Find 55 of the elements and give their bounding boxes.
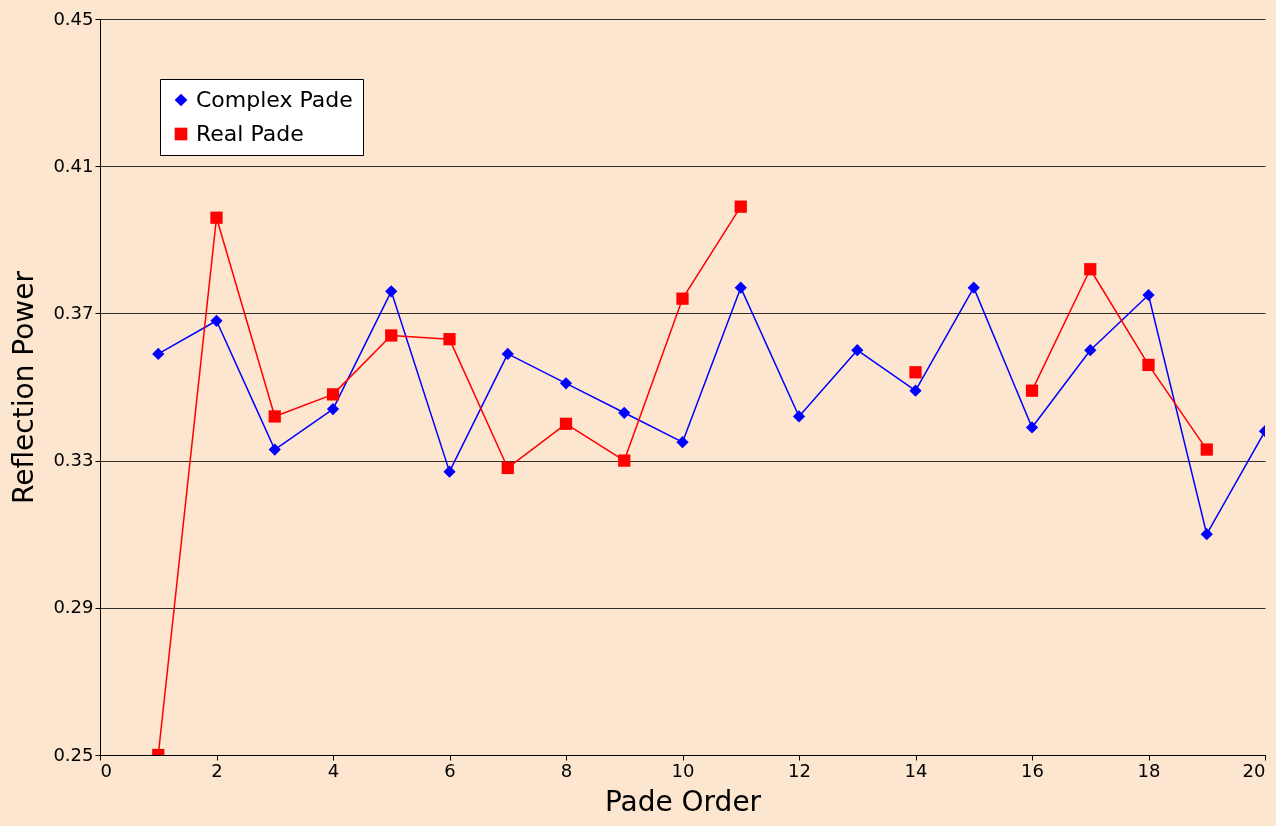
point (326, 402, 340, 416)
point (559, 417, 573, 430)
point (618, 406, 631, 419)
point (210, 314, 223, 327)
x-tick-label: 8 (560, 759, 573, 781)
x-tick-label: 14 (904, 759, 928, 781)
point (792, 410, 806, 423)
y-tick-label: 0.33 (53, 449, 94, 471)
point (851, 344, 864, 357)
y-tick-label: 0.25 (53, 743, 94, 765)
point (618, 454, 631, 467)
y-tick-label: 0.29 (53, 596, 94, 618)
point (1025, 421, 1039, 434)
point (676, 292, 689, 305)
x-tick-label: 10 (671, 759, 695, 781)
x-tick-label: 0 (100, 759, 112, 781)
point (326, 388, 340, 401)
x-tick-label: 4 (327, 759, 340, 781)
point (501, 347, 514, 360)
y-axis-title: Reflection Power (7, 270, 41, 504)
legend-label: Real Pade (196, 121, 304, 146)
legend-label: Complex Pade (196, 87, 353, 112)
point (1084, 263, 1097, 276)
point (1200, 528, 1213, 541)
x-tick-label: 20 (1242, 759, 1266, 781)
y-tick-label: 0.37 (53, 301, 94, 323)
x-tick-label: 2 (211, 759, 223, 781)
point (501, 461, 514, 475)
point (909, 384, 922, 397)
point (1200, 443, 1213, 456)
point (1142, 288, 1155, 302)
point (443, 465, 456, 478)
point (268, 410, 281, 423)
point (967, 281, 980, 294)
point (1025, 384, 1039, 397)
point (1084, 344, 1097, 357)
y-tick-label: 0.41 (53, 154, 94, 176)
point (734, 200, 747, 213)
point (1142, 358, 1155, 372)
point (734, 281, 747, 294)
point (676, 436, 689, 449)
x-tick-label: 6 (444, 759, 456, 781)
point (909, 366, 922, 379)
point (385, 285, 398, 298)
x-axis-title: Pade Order (604, 784, 762, 818)
x-tick-label: 16 (1021, 759, 1044, 781)
point (152, 347, 165, 360)
x-tick-label: 12 (788, 759, 811, 781)
point (559, 377, 573, 390)
point (385, 329, 398, 342)
y-tick-label: 0.45 (53, 7, 94, 29)
point (443, 333, 456, 346)
point (268, 443, 281, 456)
point (210, 211, 223, 224)
x-tick-label: 18 (1137, 759, 1161, 781)
